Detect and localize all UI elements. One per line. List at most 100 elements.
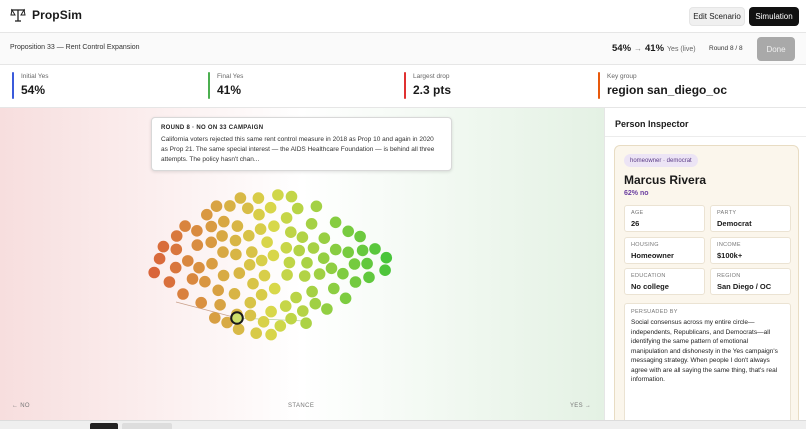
voter-dot[interactable] [342,225,355,238]
voter-dot[interactable] [182,255,194,267]
voter-dot[interactable] [246,246,258,258]
voter-dot[interactable] [328,282,340,295]
voter-dot[interactable] [214,299,226,311]
voter-dot[interactable] [242,202,254,215]
voter-dot[interactable] [272,189,284,201]
voter-dot[interactable] [298,270,311,282]
voter-dot[interactable] [354,230,366,243]
voter-dot[interactable] [257,316,270,328]
voter-dot[interactable] [310,200,323,213]
voter-dot[interactable] [205,220,218,233]
voter-dot[interactable] [268,282,281,295]
voter-dot[interactable] [247,277,259,290]
voter-dot[interactable] [234,192,247,204]
voter-dot[interactable] [337,267,349,280]
voter-dot[interactable] [157,240,170,253]
voter-dot[interactable] [380,251,393,264]
simulation-button[interactable]: Simulation [749,7,799,26]
voter-dot[interactable] [244,309,257,322]
voter-dot[interactable] [205,236,217,249]
voter-dot[interactable] [148,266,160,279]
voter-dot[interactable] [317,252,330,264]
voter-dot[interactable] [229,234,242,247]
taskbar-tab[interactable] [90,423,118,429]
voter-dot[interactable] [195,296,207,309]
voter-dot[interactable] [201,208,213,221]
voter-dot[interactable] [265,305,277,318]
voter-dot[interactable] [210,200,223,212]
voter-dot[interactable] [313,268,326,280]
voter-dot[interactable] [254,223,267,235]
voter-dot[interactable] [281,269,293,281]
voter-dot[interactable] [348,258,361,270]
voter-dot[interactable] [291,202,304,215]
voter-dot[interactable] [179,220,191,232]
voter-dot[interactable] [255,289,268,301]
voter-dot[interactable] [228,288,241,300]
voter-dot[interactable] [243,259,256,271]
voter-dot[interactable] [252,192,265,204]
voter-dot[interactable] [216,230,228,242]
voter-dot[interactable] [306,285,318,298]
voter-dot[interactable] [318,232,331,244]
voter-dot[interactable] [321,303,333,315]
voter-dot[interactable] [170,243,183,256]
voter-dot[interactable] [279,300,292,312]
voter-dot[interactable] [255,254,268,267]
voter-dot[interactable] [293,244,306,257]
voter-dot[interactable] [265,328,277,341]
voter-dot[interactable] [280,212,293,224]
voter-dot[interactable] [232,323,245,335]
voter-dot[interactable] [217,269,230,282]
voter-dot[interactable] [301,257,313,269]
voter-dot[interactable] [268,220,280,232]
voter-dot[interactable] [224,200,236,212]
voter-dot[interactable] [280,242,293,254]
voter-dot[interactable] [191,225,203,237]
voter-dot[interactable] [169,261,182,274]
voter-dot[interactable] [177,288,189,300]
voter-dot[interactable] [342,246,355,259]
voter-dot[interactable] [285,226,297,238]
voter-dot[interactable] [233,267,246,279]
voter-dot[interactable] [300,317,312,329]
voter-dot[interactable] [363,271,375,284]
voter-dot[interactable] [186,273,199,285]
voter-dot[interactable] [230,248,242,261]
voter-dot[interactable] [170,230,183,242]
voter-dot[interactable] [153,252,166,265]
voter-dot[interactable] [191,239,204,251]
voter-dot[interactable] [193,261,205,274]
voter-dot[interactable] [325,262,338,275]
voter-dot[interactable] [296,231,309,243]
voter-dot[interactable] [329,243,342,256]
voter-dot[interactable] [221,316,233,329]
voter-dot[interactable] [290,291,302,304]
voter-dot[interactable] [356,244,369,257]
voter-dot[interactable] [339,292,352,305]
simulation-canvas[interactable]: ROUND 8 · NO ON 33 CAMPAIGN California v… [0,108,604,420]
voter-dot[interactable] [199,275,211,288]
voter-dot[interactable] [244,296,257,309]
voter-swarm[interactable] [0,108,604,420]
voter-dot[interactable] [261,236,273,248]
voter-dot[interactable] [212,284,224,297]
done-button[interactable]: Done [757,37,795,61]
voter-dot[interactable] [274,320,287,332]
voter-dot[interactable] [369,243,381,255]
voter-dot[interactable] [283,256,296,269]
voter-dot[interactable] [285,312,297,325]
voter-dot[interactable] [163,276,176,288]
voter-dot[interactable] [329,216,342,229]
voter-dot[interactable] [218,215,230,228]
selected-voter-dot[interactable] [230,311,244,325]
voter-dot[interactable] [231,220,244,232]
voter-dot[interactable] [349,276,362,288]
voter-dot[interactable] [217,246,229,258]
voter-dot[interactable] [250,327,262,339]
voter-dot[interactable] [305,218,318,230]
logo[interactable]: PropSim [10,8,82,22]
voter-dot[interactable] [379,264,391,276]
voter-dot[interactable] [297,305,309,317]
voter-dot[interactable] [243,229,255,242]
